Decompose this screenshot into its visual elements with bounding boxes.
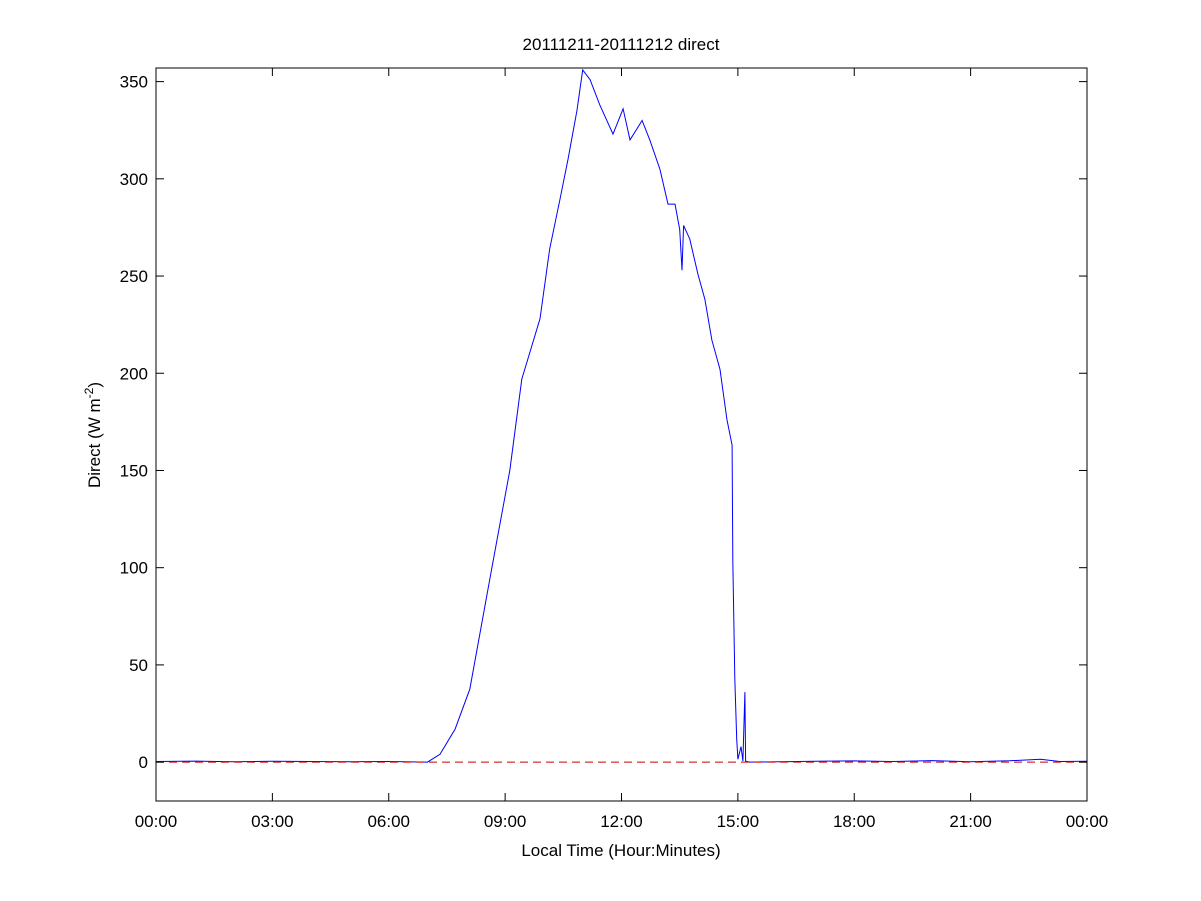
x-tick-label: 12:00 [600, 812, 643, 831]
x-tick-label: 06:00 [367, 812, 410, 831]
x-tick-label: 15:00 [717, 812, 760, 831]
x-tick-label: 21:00 [949, 812, 992, 831]
x-tick-label: 09:00 [484, 812, 527, 831]
y-tick-label: 0 [139, 753, 148, 772]
x-tick-label: 03:00 [251, 812, 294, 831]
y-axis-label: Direct (W m-2) [82, 382, 104, 488]
chart-title: 20111211-20111212 direct [523, 35, 720, 54]
x-tick-label: 00:00 [1066, 812, 1109, 831]
y-tick-label: 250 [120, 267, 148, 286]
x-tick-label: 00:00 [135, 812, 178, 831]
x-axis-label: Local Time (Hour:Minutes) [521, 841, 720, 860]
y-tick-label: 350 [120, 73, 148, 92]
x-tick-label: 18:00 [833, 812, 876, 831]
y-tick-label: 200 [120, 364, 148, 383]
ticks: 00:00 03:00 06:00 09:00 12:00 15:00 18:00 21:00… [120, 68, 1109, 831]
y-tick-label: 300 [120, 170, 148, 189]
y-tick-label: 150 [120, 461, 148, 480]
y-tick-label: 100 [120, 559, 148, 578]
plot-marks [155, 68, 1088, 763]
y-tick-label: 50 [129, 656, 148, 675]
